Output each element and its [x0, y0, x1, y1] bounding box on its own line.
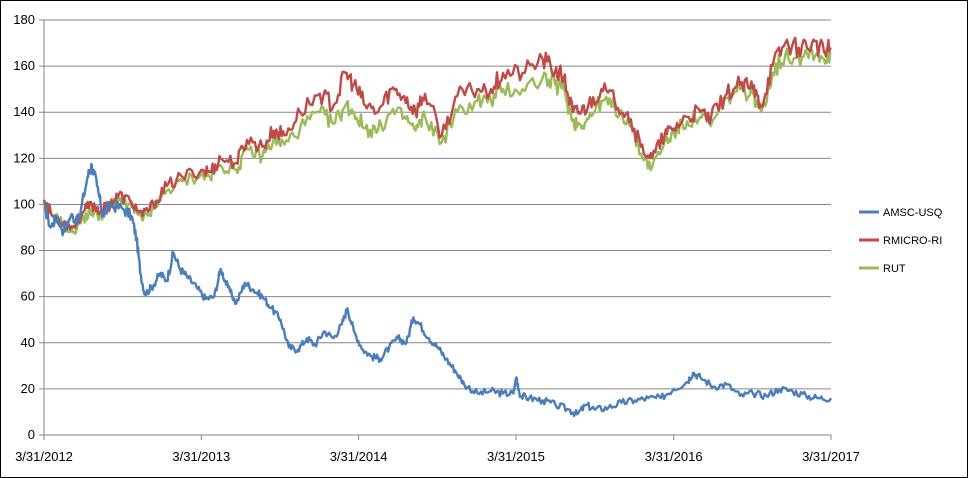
series-line-rut — [42, 44, 832, 235]
gridlines — [44, 19, 831, 390]
series-line-rmicro-ri — [42, 36, 832, 231]
legend-label-amsc-usq: AMSC-USQ — [883, 207, 943, 219]
series-lines — [42, 36, 833, 418]
y-tick-label: 60 — [21, 289, 35, 304]
y-tick-label: 120 — [13, 150, 35, 165]
x-tick-label: 3/31/2013 — [172, 449, 230, 464]
y-tick-label: 180 — [13, 12, 35, 27]
x-tick-label: 3/31/2015 — [487, 449, 545, 464]
series-line-amsc-usq — [42, 162, 833, 418]
x-tick-label: 3/31/2016 — [645, 449, 703, 464]
y-tick-label: 0 — [28, 427, 35, 442]
x-tick-label: 3/31/2017 — [802, 449, 860, 464]
x-tick-label: 3/31/2012 — [15, 449, 73, 464]
x-tick-label: 3/31/2014 — [330, 449, 388, 464]
y-tick-label: 80 — [21, 243, 35, 258]
legend-label-rut: RUT — [883, 263, 906, 275]
y-tick-label: 40 — [21, 335, 35, 350]
y-tick-label: 160 — [13, 58, 35, 73]
legend: AMSC-USQ RMICRO-RI RUT — [859, 207, 943, 275]
y-tick-label: 140 — [13, 104, 35, 119]
y-tick-label: 100 — [13, 196, 35, 211]
axes: 0 20 40 60 80 100 120 140 160 180 3/31/2012 3/31/20… — [13, 12, 860, 464]
legend-label-rmicro-ri: RMICRO-RI — [883, 235, 942, 247]
y-tick-label: 20 — [21, 381, 35, 396]
